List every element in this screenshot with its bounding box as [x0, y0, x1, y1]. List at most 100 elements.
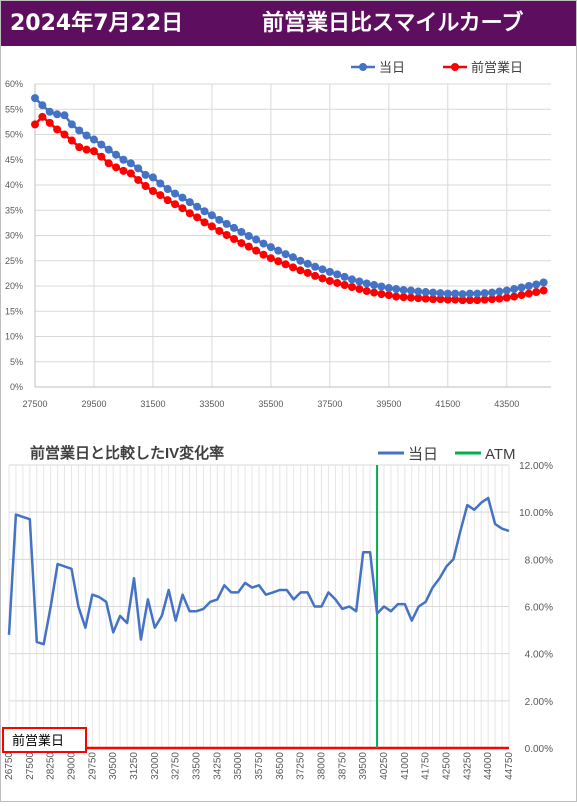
data-point — [539, 278, 548, 287]
data-point — [200, 218, 209, 227]
x-tick-label: 28250 — [46, 752, 57, 780]
data-point — [141, 170, 150, 179]
data-point — [311, 262, 320, 271]
data-point — [473, 296, 482, 305]
x-tick-label: 43250 — [462, 752, 473, 780]
data-point — [156, 179, 165, 188]
data-point — [289, 253, 297, 262]
data-point — [193, 202, 202, 211]
data-point — [215, 226, 224, 235]
y-tick-label: 10.00% — [519, 508, 553, 519]
data-point — [296, 266, 305, 275]
data-point — [303, 259, 312, 268]
data-point — [38, 101, 47, 110]
data-point — [421, 288, 430, 297]
data-point — [517, 291, 526, 300]
y-tick-label: 0.00% — [525, 744, 553, 755]
x-tick-label: 43500 — [494, 399, 519, 409]
x-tick-label: 35000 — [233, 752, 244, 780]
data-point — [502, 286, 511, 295]
data-point — [215, 215, 224, 224]
x-tick-label: 39500 — [376, 399, 401, 409]
y-tick-label: 30% — [5, 231, 23, 241]
data-point — [495, 294, 504, 303]
data-point — [119, 155, 128, 164]
data-point — [60, 111, 69, 120]
data-point — [414, 287, 423, 296]
data-point — [104, 159, 113, 168]
data-point — [429, 288, 438, 297]
data-point — [458, 296, 467, 305]
data-point — [517, 283, 526, 292]
data-point — [207, 211, 216, 220]
data-point — [333, 278, 342, 287]
data-point — [377, 290, 386, 299]
data-point — [495, 287, 504, 296]
y-tick-label: 20% — [5, 281, 23, 291]
data-point — [384, 284, 393, 293]
data-point — [266, 254, 275, 263]
data-point — [289, 263, 297, 272]
data-point — [126, 159, 135, 168]
data-point — [488, 295, 497, 304]
data-point — [281, 260, 290, 269]
data-point — [134, 175, 143, 184]
data-point — [148, 173, 157, 182]
data-point — [465, 296, 474, 305]
x-tick-label: 41000 — [400, 752, 411, 780]
data-point — [53, 125, 62, 134]
data-point — [399, 286, 408, 295]
data-point — [67, 136, 76, 145]
data-point — [89, 135, 98, 144]
data-point — [303, 268, 312, 277]
y-tick-label: 4.00% — [525, 650, 553, 661]
data-point — [274, 246, 283, 255]
x-tick-label: 34250 — [212, 752, 223, 780]
data-point — [362, 279, 371, 288]
data-point — [171, 200, 180, 209]
data-point — [340, 272, 349, 281]
data-point — [532, 280, 541, 289]
data-point — [207, 222, 216, 231]
iv-change-chart: 0.00% 2.00% 4.00% 6.00% 8.00% 10.00% 12.00% 267… — [0, 423, 577, 802]
data-point — [392, 292, 401, 301]
data-point — [524, 289, 533, 298]
data-point — [185, 198, 194, 207]
data-point — [296, 256, 305, 265]
y-tick-label: 45% — [5, 155, 23, 165]
data-point — [222, 230, 231, 239]
data-point — [465, 289, 474, 298]
x-tick-label: 29750 — [87, 752, 98, 780]
x-tick-label: 30500 — [108, 752, 119, 780]
x-tick-label: 38000 — [317, 752, 328, 780]
data-point — [274, 257, 283, 266]
title-date: 2024年7月22日 — [10, 11, 184, 36]
series-line-1 — [34, 115, 544, 302]
data-point — [488, 288, 497, 297]
x-tick-label: 36500 — [275, 752, 286, 780]
data-point — [237, 227, 246, 236]
legend-label: 当日 — [379, 60, 405, 75]
data-point — [451, 295, 460, 304]
y-tick-label: 55% — [5, 104, 23, 114]
y-tick-label: 35% — [5, 205, 23, 215]
data-point — [451, 289, 460, 298]
data-point — [230, 235, 239, 244]
data-point — [200, 207, 209, 216]
data-point — [355, 277, 364, 286]
data-point — [156, 191, 165, 200]
data-point — [163, 185, 172, 194]
data-point — [126, 169, 135, 178]
y-tick-label: 10% — [5, 332, 23, 342]
legend-marker — [451, 63, 459, 71]
legend-label: 当日 — [408, 446, 438, 463]
data-point — [281, 250, 290, 259]
data-point — [443, 295, 452, 304]
data-point — [473, 289, 482, 298]
data-point — [163, 196, 172, 205]
data-point — [222, 219, 231, 228]
data-point — [421, 294, 430, 303]
data-point — [399, 293, 408, 302]
data-point — [104, 145, 113, 154]
data-point — [340, 280, 349, 289]
